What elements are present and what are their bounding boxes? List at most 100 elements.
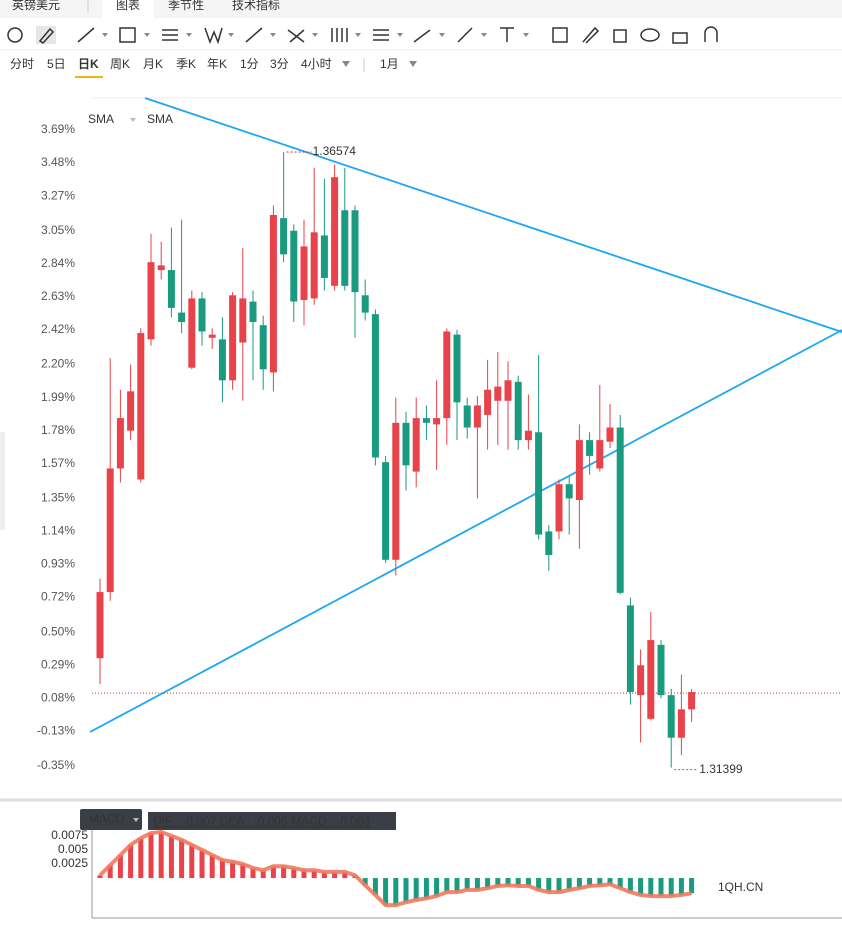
macd-bar bbox=[219, 860, 225, 879]
y-tick-label: 0.50% bbox=[41, 624, 75, 638]
y-tick-label: 1.57% bbox=[41, 456, 75, 470]
macd-bar bbox=[372, 878, 378, 895]
candle-body bbox=[412, 418, 420, 472]
period-button[interactable]: 分时 bbox=[10, 57, 34, 71]
tab[interactable]: 季节性 bbox=[168, 0, 204, 12]
candle-body bbox=[494, 386, 502, 401]
candle-body bbox=[402, 422, 410, 466]
macd-bar bbox=[383, 878, 389, 906]
period-button[interactable]: 5日 bbox=[47, 57, 66, 71]
macd-bar bbox=[107, 865, 113, 879]
macd-bar bbox=[281, 866, 287, 879]
candle-body bbox=[514, 381, 522, 441]
y-tick-label: 3.27% bbox=[41, 188, 75, 202]
candle-body bbox=[647, 640, 655, 719]
watermark: 1QH.CN bbox=[718, 880, 763, 894]
tab[interactable]: 图表 bbox=[116, 0, 140, 12]
tab-bar bbox=[0, 0, 842, 18]
period-button[interactable]: 日K bbox=[78, 57, 99, 71]
y-tick-label: -0.35% bbox=[37, 758, 75, 772]
macd-bar bbox=[168, 835, 174, 879]
macd-bar bbox=[454, 878, 460, 893]
tab[interactable]: 英镑美元 bbox=[12, 0, 60, 12]
range-select[interactable]: 1月 bbox=[380, 57, 399, 71]
candle-body bbox=[524, 430, 532, 441]
macd-title[interactable]: MACD bbox=[89, 812, 125, 826]
macd-bar bbox=[250, 867, 256, 879]
period-button[interactable]: 1分 bbox=[240, 57, 259, 71]
candle-body bbox=[320, 235, 328, 278]
macd-bar bbox=[413, 878, 419, 900]
period-button[interactable]: 季K bbox=[176, 57, 196, 71]
period-button[interactable]: 4小时 bbox=[301, 57, 332, 71]
macd-bar bbox=[128, 844, 134, 879]
candle-body bbox=[677, 709, 685, 738]
y-tick-label: 3.69% bbox=[41, 122, 75, 136]
macd-bar bbox=[689, 878, 695, 894]
macd-bar bbox=[393, 878, 399, 906]
high-label: 1.36574 bbox=[313, 144, 357, 158]
candle-body bbox=[341, 210, 349, 286]
candle-body bbox=[106, 468, 114, 593]
y-tick-label: 0.005 bbox=[58, 842, 88, 856]
macd-bar bbox=[270, 866, 276, 879]
y-tick-label: 0.0075 bbox=[51, 828, 88, 842]
candle-body bbox=[269, 214, 277, 373]
tab[interactable]: 技术指标 bbox=[232, 0, 280, 12]
candle-body bbox=[586, 440, 594, 456]
candle-body bbox=[361, 295, 369, 313]
candle-body bbox=[300, 246, 308, 301]
macd-badge bbox=[80, 809, 142, 830]
macd-bar bbox=[627, 878, 633, 893]
candle-body bbox=[198, 298, 206, 332]
candle-body bbox=[667, 695, 675, 738]
candle-body bbox=[606, 427, 614, 442]
macd-bar bbox=[546, 878, 552, 893]
period-button[interactable]: 月K bbox=[143, 57, 163, 71]
macd-bar bbox=[485, 878, 491, 889]
macd-bar bbox=[444, 878, 450, 893]
candle-body bbox=[392, 422, 400, 560]
macd-bar bbox=[597, 878, 603, 886]
active-tab-bg bbox=[102, 0, 154, 18]
macd-bar bbox=[403, 878, 409, 903]
macd-bar bbox=[638, 878, 644, 895]
macd-info: DIF : -0.007 DEA : -0.005 MACD : -0.003 bbox=[153, 814, 371, 828]
macd-bar bbox=[199, 849, 205, 879]
period-button[interactable]: 年K bbox=[207, 57, 227, 71]
macd-bar bbox=[189, 844, 195, 879]
macd-bar bbox=[97, 875, 103, 879]
macd-bar bbox=[617, 878, 623, 889]
candle-body bbox=[208, 334, 216, 338]
macd-bar bbox=[505, 878, 511, 886]
period-button[interactable]: 3分 bbox=[270, 57, 289, 71]
candle-body bbox=[473, 405, 481, 428]
macd-bar bbox=[525, 878, 531, 886]
candle-body bbox=[565, 484, 573, 499]
legend-item: SMA bbox=[88, 112, 114, 126]
period-button[interactable]: 周K bbox=[110, 57, 130, 71]
candle-body bbox=[188, 298, 196, 368]
candle-body bbox=[596, 440, 604, 469]
candle-body bbox=[433, 418, 441, 425]
y-tick-label: 2.42% bbox=[41, 322, 75, 336]
macd-bar bbox=[260, 870, 266, 879]
macd-bar bbox=[332, 871, 338, 879]
candle-body bbox=[331, 177, 339, 286]
candle-body bbox=[127, 391, 135, 431]
y-tick-label: 1.14% bbox=[41, 524, 75, 538]
macd-line bbox=[98, 829, 692, 908]
candle-body bbox=[259, 325, 267, 370]
macd-bar bbox=[474, 878, 480, 890]
candle-body bbox=[616, 427, 624, 593]
macd-bar bbox=[158, 831, 164, 879]
y-tick-label: 0.29% bbox=[41, 657, 75, 671]
side-handle bbox=[0, 432, 5, 530]
macd-bar bbox=[291, 867, 297, 879]
candle-body bbox=[545, 531, 553, 556]
y-tick-label: 0.0025 bbox=[51, 856, 88, 870]
macd-bar bbox=[240, 864, 246, 879]
macd-bar bbox=[566, 878, 572, 890]
candle-body bbox=[239, 298, 247, 343]
